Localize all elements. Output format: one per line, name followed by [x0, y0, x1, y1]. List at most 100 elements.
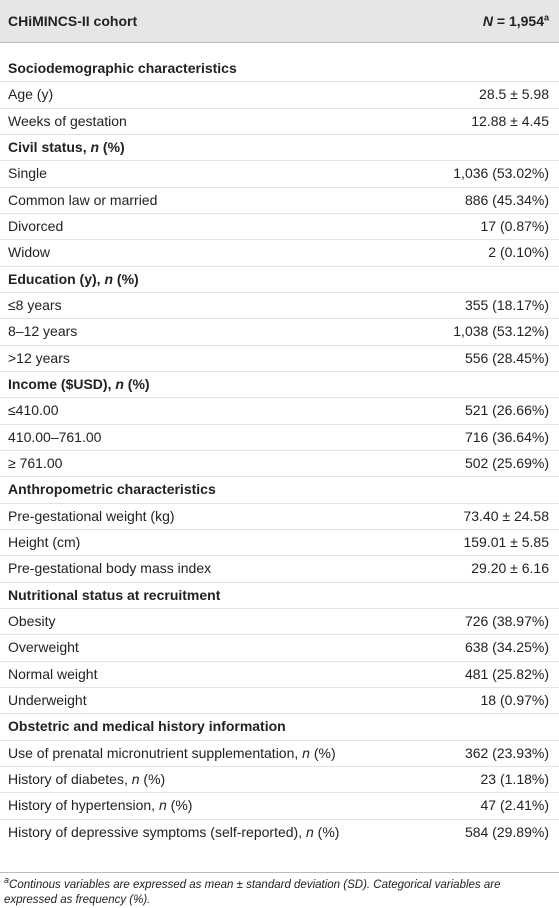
table-row: 8–12 years 1,038 (53.12%) [0, 318, 559, 344]
label-cell: Pre-gestational body mass index [8, 555, 211, 581]
label-cell: ≤410.00 [8, 397, 59, 423]
text: 8–12 years [8, 323, 78, 340]
row-separator [0, 186, 559, 188]
text: 73.40 ± 24.58 [463, 507, 549, 524]
label-cell: Use of prenatal micronutrient supplement… [8, 740, 336, 766]
row-separator [0, 818, 559, 820]
text-run: Education (y), [8, 270, 105, 287]
label-cell: ≥ 761.00 [8, 450, 62, 476]
value-cell: 23 (1.18%) [481, 766, 549, 792]
row-separator [0, 449, 559, 451]
label-cell: Widow [8, 239, 50, 265]
value-cell: 584 (29.89%) [465, 819, 549, 845]
label-cell: Overweight [8, 634, 79, 660]
text-run: n [302, 744, 310, 761]
header-cell: N = 1,954a [483, 0, 549, 42]
row-separator [0, 739, 559, 741]
table-row: History of hypertension, n (%) 47 (2.41%) [0, 792, 559, 818]
value-cell: 2 (0.10%) [488, 239, 549, 265]
text: 1,036 (53.02%) [453, 165, 549, 182]
table-row: Weeks of gestation 12.88 ± 4.45 [0, 108, 559, 134]
row-separator [0, 160, 559, 162]
row-separator [0, 212, 559, 214]
text: Divorced [8, 217, 64, 234]
section-row: Anthropometric characteristics [0, 476, 559, 502]
value-cell: 1,038 (53.12%) [453, 318, 549, 344]
table-row: Underweight 18 (0.97%) [0, 687, 559, 713]
label-cell: Normal weight [8, 661, 97, 687]
label-cell: Single [8, 160, 47, 186]
label-cell: 410.00–761.00 [8, 424, 101, 450]
text: ≤8 years [8, 296, 62, 313]
row-separator [0, 370, 559, 372]
label-cell: History of hypertension, n (%) [8, 792, 192, 818]
table-row: History of diabetes, n (%) 23 (1.18%) [0, 766, 559, 792]
section-row: Obstetric and medical history informatio… [0, 713, 559, 739]
text-run: n [115, 375, 124, 392]
text: 521 (26.66%) [464, 402, 549, 419]
text-run: (%) [313, 823, 340, 840]
text-run: n [131, 770, 140, 787]
text: Pre-gestational body mass index [8, 560, 212, 577]
text: 410.00–761.00 [8, 428, 102, 445]
value-cell: 726 (38.97%) [465, 608, 549, 634]
text-run: (%) [113, 270, 139, 287]
text-run: N [482, 13, 493, 29]
label-cell: Underweight [8, 687, 87, 713]
text: 12.88 ± 4.45 [471, 112, 549, 129]
value-cell: 502 (25.69%) [465, 450, 549, 476]
text: Height (cm) [8, 533, 81, 550]
row-separator [0, 133, 559, 135]
table-row: ≥ 761.00 502 (25.69%) [0, 450, 559, 476]
text: 2 (0.10%) [488, 244, 549, 261]
table-row: ≤8 years 355 (18.17%) [0, 292, 559, 318]
value-cell: 362 (23.93%) [465, 740, 549, 766]
value-cell: 73.40 ± 24.58 [463, 503, 549, 529]
text: Pre-gestational weight (kg) [8, 507, 175, 524]
section-row: Income ($USD), n (%) [0, 371, 559, 397]
label-cell: Education (y), n (%) [8, 266, 139, 292]
row-separator [0, 397, 559, 399]
text: Common law or married [8, 191, 158, 208]
value-cell: 481 (25.82%) [465, 661, 549, 687]
text: 716 (36.64%) [464, 428, 549, 445]
text: Weeks of gestation [8, 112, 127, 129]
text: 584 (29.89%) [464, 823, 549, 840]
text: Normal weight [8, 665, 98, 682]
row-separator [0, 107, 559, 109]
header-cell: CHiMINCS-II cohort [8, 0, 137, 42]
value-cell: 556 (28.45%) [465, 345, 549, 371]
table-row: Divorced 17 (0.87%) [0, 213, 559, 239]
table-end-line [0, 872, 559, 873]
text: 481 (25.82%) [464, 665, 549, 682]
text-run: Civil status, [8, 138, 91, 155]
text-run: Income ($USD), [8, 375, 116, 392]
row-separator [0, 265, 559, 267]
text: Age (y) [8, 86, 54, 103]
row-separator [0, 344, 559, 346]
label-cell: Civil status, n (%) [8, 134, 125, 160]
table-row: Height (cm) 159.01 ± 5.85 [0, 529, 559, 555]
table-row: 410.00–761.00 716 (36.64%) [0, 424, 559, 450]
label-cell: Pre-gestational weight (kg) [8, 503, 175, 529]
label-cell: Nutritional status at recruitment [8, 582, 220, 608]
label-cell: Sociodemographic characteristics [8, 55, 237, 81]
text: 355 (18.17%) [464, 296, 549, 313]
text: 18 (0.97%) [480, 691, 549, 708]
table-row: Widow 2 (0.10%) [0, 239, 559, 265]
value-cell: 17 (0.87%) [481, 213, 549, 239]
row-separator [0, 318, 559, 320]
text: Obesity [8, 612, 56, 629]
text-run: n [305, 823, 314, 840]
text: Overweight [8, 639, 79, 656]
row-separator [0, 502, 559, 504]
table-row: Pre-gestational body mass index 29.20 ± 6… [0, 555, 559, 581]
label-cell: History of diabetes, n (%) [8, 766, 165, 792]
label-cell: Height (cm) [8, 529, 80, 555]
footnote: aContinous variables are expressed as me… [4, 876, 551, 908]
label-cell: Age (y) [8, 81, 53, 107]
text: 28.5 ± 5.98 [479, 86, 549, 103]
label-cell: 8–12 years [8, 318, 77, 344]
text: Anthropometric characteristics [8, 481, 216, 498]
table-row: History of depressive symptoms (self-rep… [0, 819, 559, 845]
